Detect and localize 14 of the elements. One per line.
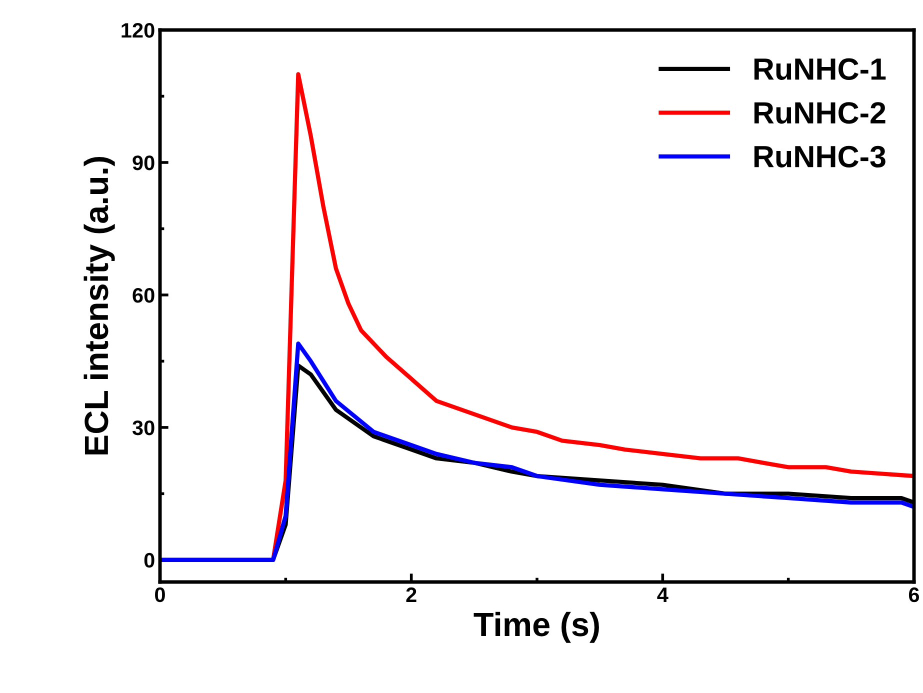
y-tick-label: 30 [132,420,154,436]
x-axis-title: Time (s) [474,612,599,643]
legend-label: RuNHC-1 [754,58,886,80]
y-tick-label: 0 [144,552,154,568]
x-tick-label: 0 [155,587,165,602]
y-tick-label: 60 [132,288,154,303]
legend-label: RuNHC-3 [754,146,886,168]
y-axis-title: ECL intensity (a.u.) [84,157,115,454]
legend-label: RuNHC-2 [754,102,886,124]
y-tick-label: 90 [132,155,154,170]
x-tick-label: 2 [406,587,416,602]
x-tick-label: 4 [657,588,668,602]
x-tick-label: 6 [908,587,920,602]
y-tick-label: 120 [122,23,154,38]
